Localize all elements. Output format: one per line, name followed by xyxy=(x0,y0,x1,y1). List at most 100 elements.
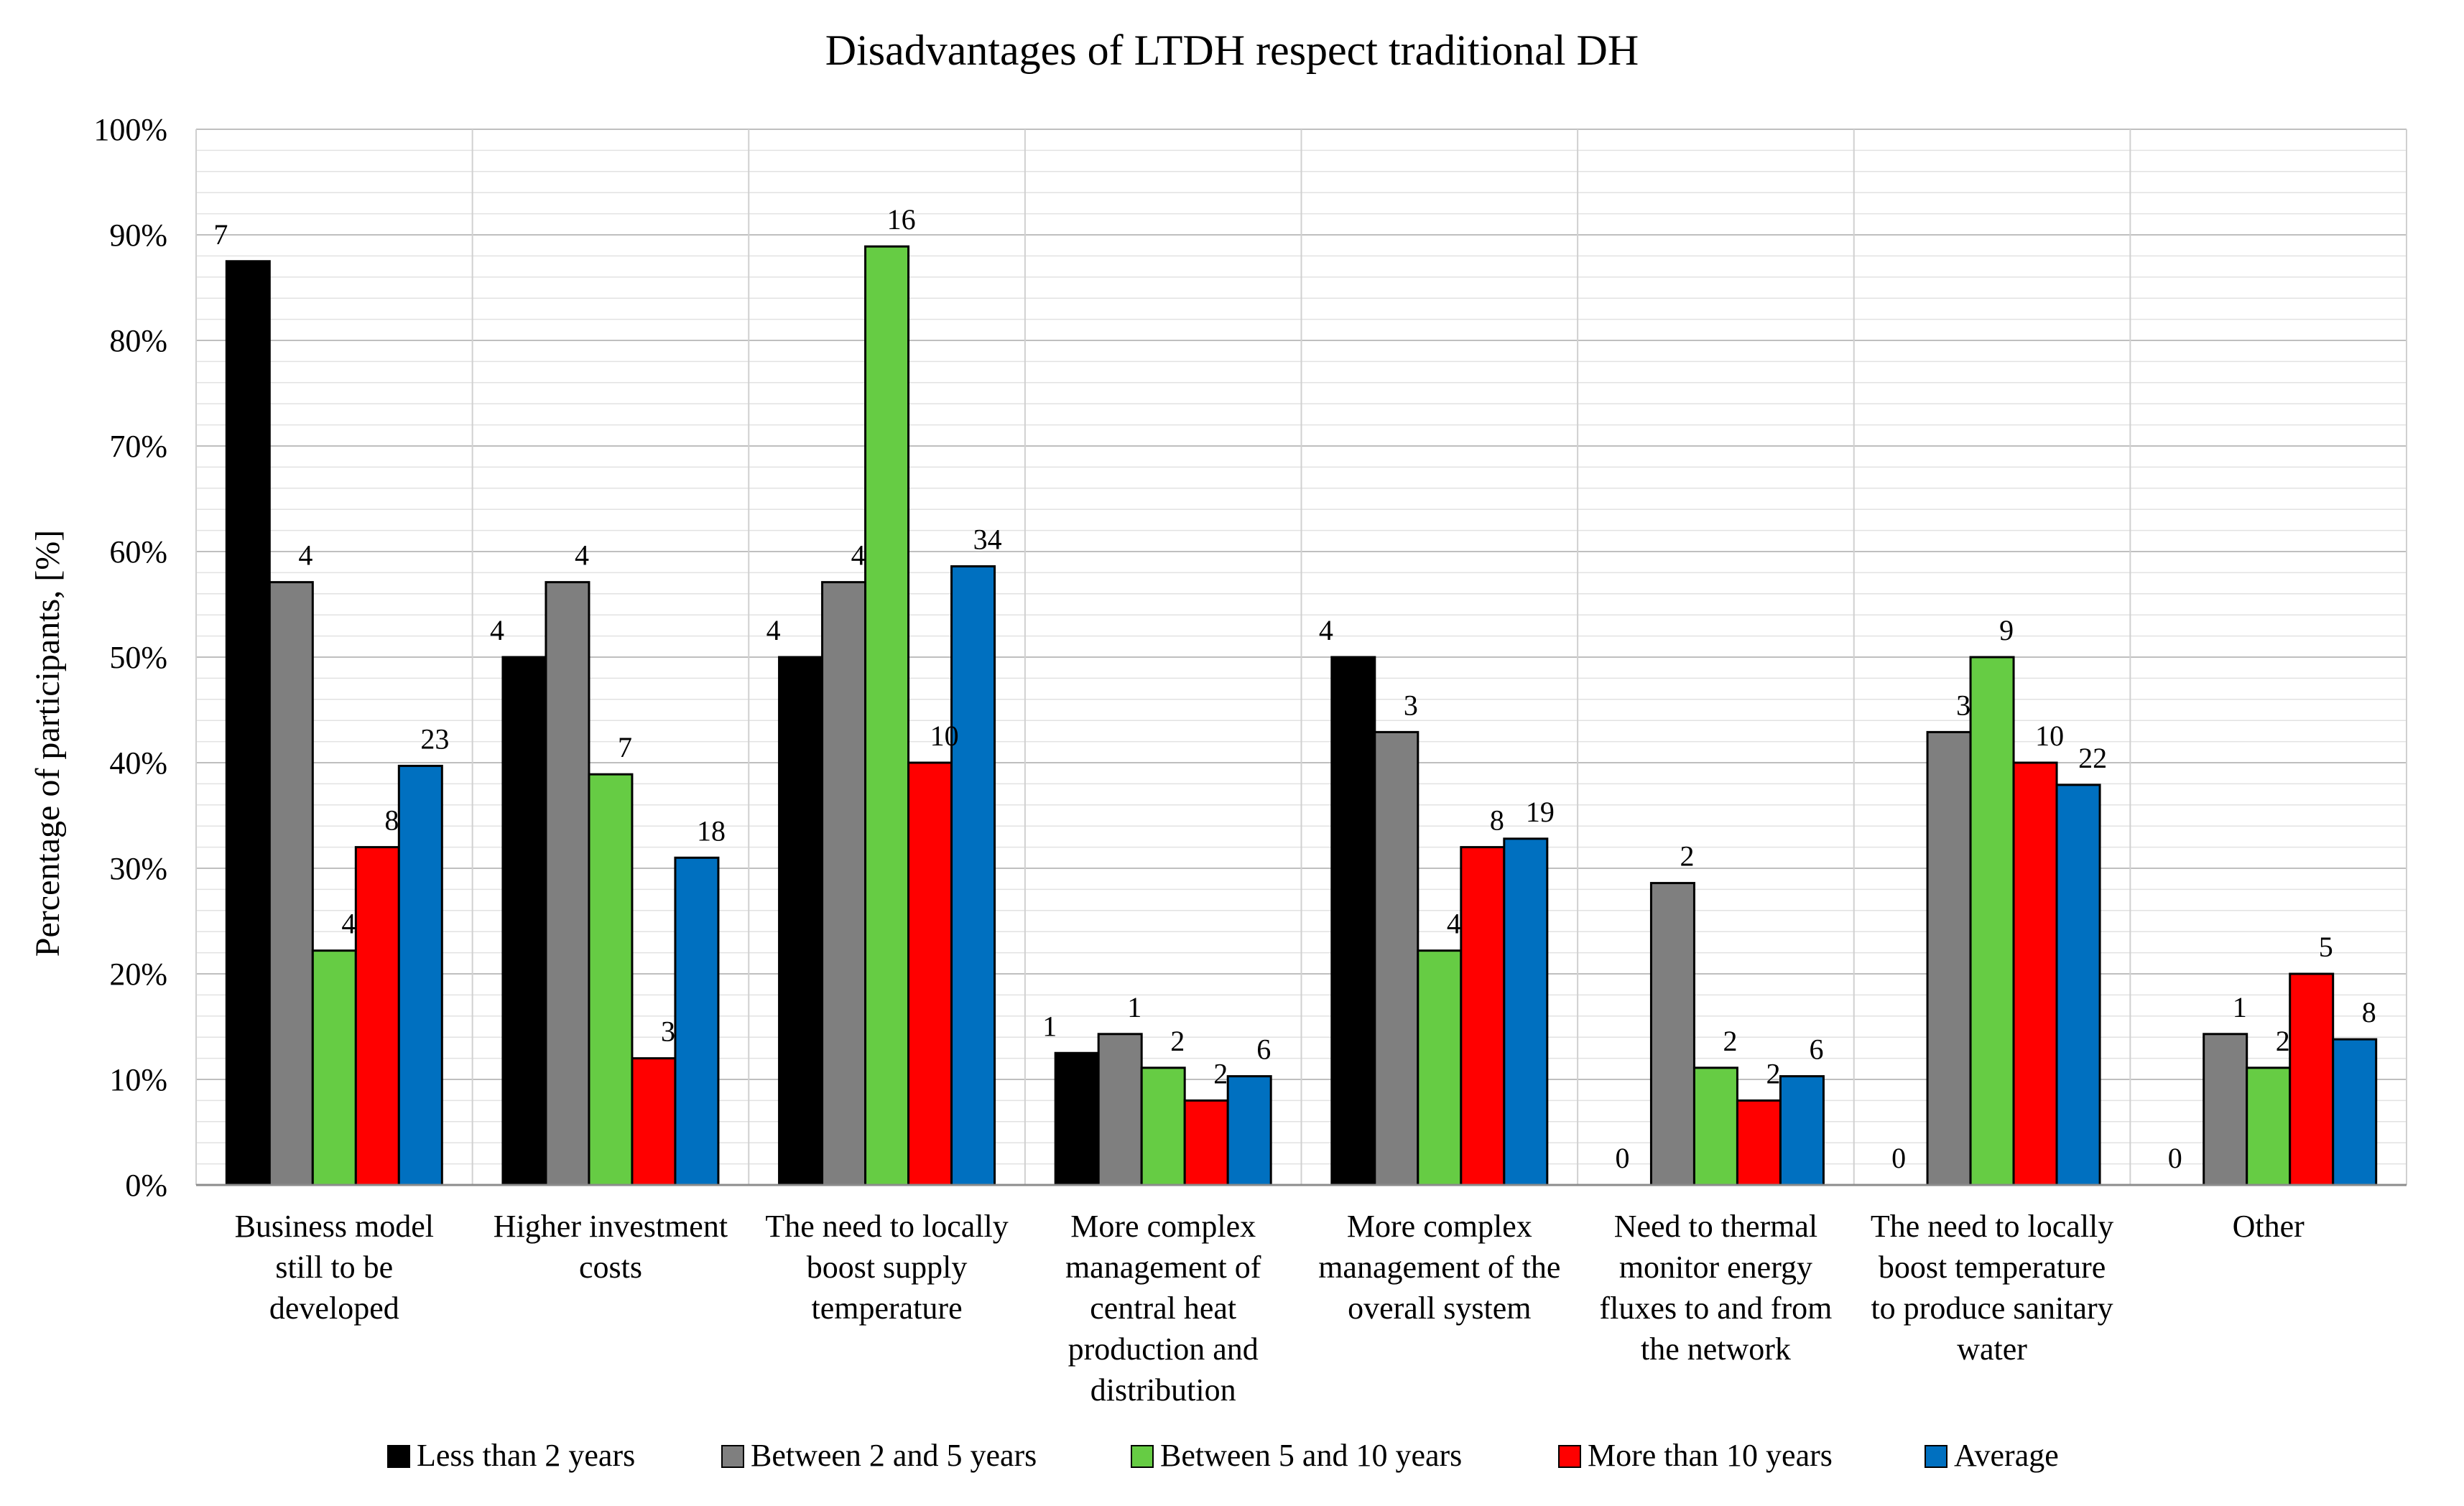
data-label: 2 xyxy=(1766,1057,1780,1089)
y-tick-label: 50% xyxy=(109,640,167,675)
data-label: 5 xyxy=(2319,931,2333,963)
data-label: 1 xyxy=(1127,991,1141,1023)
legend-swatch xyxy=(387,1445,410,1468)
chart-title: Disadvantages of LTDH respect traditiona… xyxy=(825,27,1639,74)
y-tick-label: 90% xyxy=(109,218,167,253)
data-label: 23 xyxy=(420,722,449,755)
bar-average xyxy=(1226,1075,1272,1186)
legend-swatch xyxy=(1925,1445,1947,1468)
bar-more-than-10-years xyxy=(2012,761,2058,1186)
bar-less-than-2-years xyxy=(501,656,547,1186)
bar-average xyxy=(397,764,443,1186)
data-label: 2 xyxy=(1170,1025,1185,1057)
data-label: 4 xyxy=(766,614,781,646)
bar-average xyxy=(2332,1038,2378,1186)
bar-between-5-and-10-years xyxy=(1969,656,2015,1186)
y-tick-label: 30% xyxy=(109,851,167,886)
bar-less-than-2-years xyxy=(1330,656,1376,1186)
bar-between-5-and-10-years xyxy=(311,949,357,1186)
bar-less-than-2-years xyxy=(778,656,824,1186)
legend-label: More than 10 years xyxy=(1588,1438,1833,1473)
bar-more-than-10-years xyxy=(1460,846,1506,1186)
data-label: 0 xyxy=(1615,1142,1629,1174)
y-tick-label: 60% xyxy=(109,534,167,570)
data-label: 8 xyxy=(2362,996,2376,1028)
x-tick-label: costs xyxy=(579,1250,642,1285)
bar-between-5-and-10-years xyxy=(1692,1066,1738,1186)
y-tick-label: 70% xyxy=(109,429,167,464)
x-tick-label: fluxes to and from xyxy=(1600,1291,1833,1326)
data-label: 34 xyxy=(973,524,1002,556)
data-label: 2 xyxy=(1723,1025,1737,1057)
data-label: 19 xyxy=(1526,796,1555,828)
data-label: 18 xyxy=(697,814,726,847)
data-label: 10 xyxy=(930,720,959,752)
data-label: 4 xyxy=(341,908,356,940)
bar-average xyxy=(2055,784,2101,1186)
x-tick-label: Business model xyxy=(235,1209,434,1244)
bar-more-than-10-years xyxy=(354,846,400,1186)
x-tick-label: to produce sanitary xyxy=(1871,1291,2113,1326)
bar-between-2-and-5-years xyxy=(1926,730,1972,1186)
data-label: 4 xyxy=(851,539,866,572)
bar-between-2-and-5-years xyxy=(2203,1033,2248,1186)
data-label: 4 xyxy=(1319,614,1333,646)
y-tick-label: 100% xyxy=(93,112,167,147)
x-tick-label: developed xyxy=(269,1291,399,1326)
data-label: 3 xyxy=(661,1015,675,1048)
x-tick-label: overall system xyxy=(1348,1291,1531,1326)
data-label: 8 xyxy=(1490,804,1504,837)
x-tick-label: The need to locally xyxy=(765,1209,1008,1244)
legend-label: Average xyxy=(1954,1438,2059,1473)
x-tick-label: monitor energy xyxy=(1619,1250,1812,1285)
x-tick-label: temperature xyxy=(812,1291,963,1326)
data-label: 7 xyxy=(213,218,228,251)
y-tick-label: 80% xyxy=(109,323,167,358)
x-tick-label: management of xyxy=(1065,1250,1261,1285)
x-tick-label: More complex xyxy=(1347,1209,1532,1244)
bar-more-than-10-years xyxy=(1183,1099,1229,1186)
data-label: 3 xyxy=(1404,689,1418,721)
data-label: 22 xyxy=(2078,742,2107,774)
data-label: 9 xyxy=(1999,614,2014,646)
axes: 0% 10% 20% 30% 40% 50% 60% 70% 80% 90% 100% Busines… xyxy=(93,112,2407,1408)
bar-more-than-10-years xyxy=(631,1057,677,1186)
bar-between-5-and-10-years xyxy=(2246,1066,2292,1186)
bar-more-than-10-years xyxy=(2289,972,2335,1186)
bar-less-than-2-years xyxy=(1054,1051,1100,1186)
bar-between-5-and-10-years xyxy=(588,773,634,1186)
x-tick-label: management of the xyxy=(1318,1250,1560,1285)
data-label: 8 xyxy=(384,804,399,837)
legend-swatch xyxy=(721,1445,744,1468)
data-label: 4 xyxy=(575,539,589,572)
x-tick-label: water xyxy=(1957,1331,2027,1367)
bar-average xyxy=(1779,1075,1825,1186)
bar-average xyxy=(950,565,996,1186)
data-label: 10 xyxy=(2035,720,2064,752)
data-label: 6 xyxy=(1809,1033,1823,1066)
data-label: 2 xyxy=(1213,1057,1228,1089)
x-tick-label: The need to locally xyxy=(1871,1209,2113,1244)
legend-label: Less than 2 years xyxy=(417,1438,635,1473)
data-label: 16 xyxy=(887,203,916,236)
data-label: 7 xyxy=(618,731,632,763)
data-label: 0 xyxy=(2168,1142,2182,1174)
bar-between-5-and-10-years xyxy=(864,245,910,1186)
x-tick-label: distribution xyxy=(1090,1372,1236,1408)
y-axis-label: Percentage of participants, [%] xyxy=(29,530,67,957)
legend-swatch xyxy=(1558,1445,1581,1468)
y-tick-label: 10% xyxy=(109,1062,167,1097)
bar-more-than-10-years xyxy=(1736,1099,1782,1186)
bar-average xyxy=(1503,837,1549,1186)
data-label: 1 xyxy=(1042,1010,1057,1042)
bar-between-2-and-5-years xyxy=(268,581,314,1186)
data-label: 1 xyxy=(2233,991,2247,1023)
y-tick-label: 20% xyxy=(109,957,167,992)
bar-average xyxy=(674,856,720,1186)
bar-between-2-and-5-years xyxy=(1097,1033,1143,1186)
bar-between-2-and-5-years xyxy=(1649,882,1695,1186)
bar-between-5-and-10-years xyxy=(1140,1066,1186,1186)
